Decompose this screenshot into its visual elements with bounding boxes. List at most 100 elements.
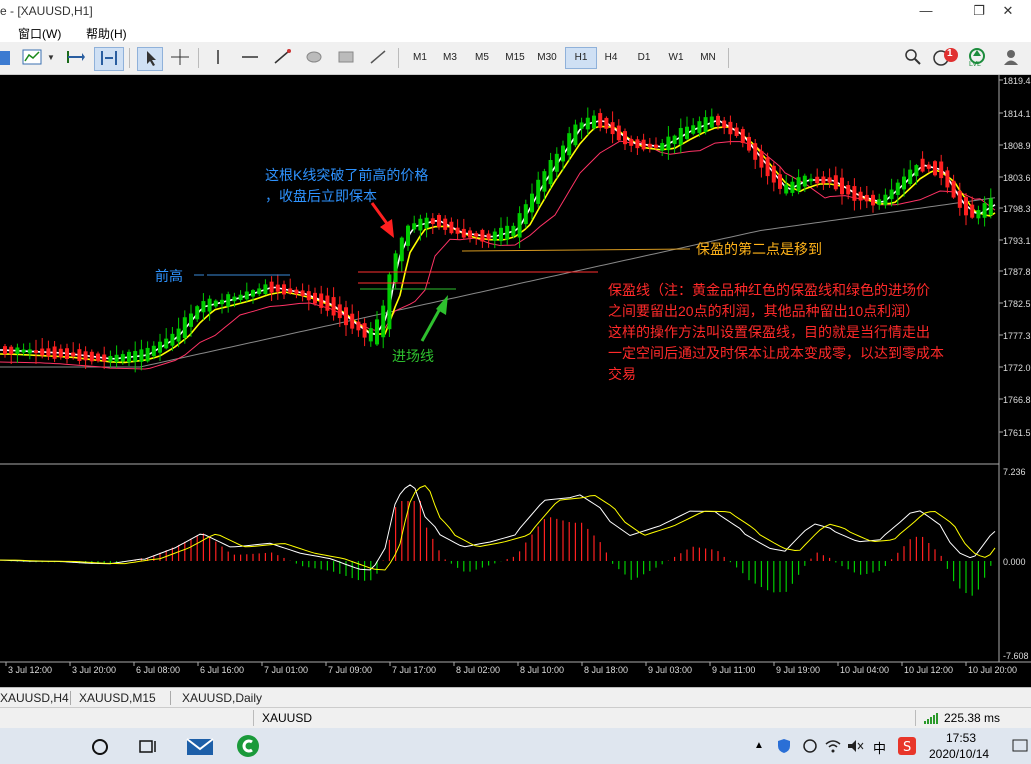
time-label: 6 Jul 16:00 (200, 665, 244, 675)
candle-body (623, 131, 627, 145)
shield-icon[interactable] (776, 738, 792, 759)
horizontal-line-icon[interactable] (238, 47, 262, 69)
annotation-explain-3: 这样的操作方法叫设置保盈线，目的就是当行情走出 (608, 324, 930, 340)
candle-body (604, 117, 609, 129)
user-icon[interactable] (1000, 47, 1022, 69)
timeframe-h4[interactable]: H4 (604, 52, 618, 63)
annotation-breakout-2: ，收盘后立即保本 (265, 188, 377, 204)
timeframe-m5[interactable]: M5 (475, 52, 489, 63)
crosshair-icon[interactable] (168, 47, 192, 69)
status-bar: XAUUSD 225.38 ms (0, 707, 1031, 729)
candle-body (257, 288, 262, 295)
chart-type-dropdown-icon[interactable]: ▼ (47, 53, 55, 62)
minimize-button[interactable]: — (919, 3, 933, 18)
sogou-icon[interactable]: S (898, 737, 916, 760)
candle-body (840, 177, 844, 195)
close-button[interactable]: ✕ (1002, 3, 1014, 18)
osc-label: -7.608 (1003, 651, 1029, 661)
draw-line-icon[interactable] (366, 47, 390, 69)
candle-body (790, 181, 795, 193)
task-view-icon[interactable] (138, 737, 158, 762)
price-chart[interactable]: 1819.41 1814.19 1808.97 1803.61 1798.39 1793.… (0, 75, 1031, 687)
candle-body (275, 284, 280, 292)
candle-body (579, 122, 584, 129)
candle-body (437, 215, 441, 228)
candle-body (592, 115, 596, 129)
window-title: e - [XAUUSD,H1] (0, 4, 93, 18)
chart-area[interactable]: 1819.41 1814.19 1808.97 1803.61 1798.39 1793.… (0, 75, 1031, 687)
candle-body (895, 182, 900, 195)
candle-body (697, 121, 702, 133)
breakout-arrowhead (380, 219, 394, 238)
search-circle-icon[interactable] (90, 737, 110, 762)
toolbar-edge-icon[interactable] (0, 51, 10, 65)
candle-body (821, 176, 826, 184)
candle-body (933, 161, 937, 176)
candle-body (133, 351, 138, 362)
level-icon[interactable]: LVL (965, 47, 989, 69)
wifi-icon[interactable] (824, 738, 842, 759)
chart-type-icon[interactable] (20, 47, 44, 69)
maximize-button[interactable]: ❐ (973, 3, 985, 18)
candle-body (492, 231, 497, 241)
notification-count: 1 (947, 48, 953, 59)
candle-body (654, 144, 658, 148)
autoscroll-icon[interactable] (63, 47, 87, 69)
candle-body (368, 328, 373, 342)
timeframe-m15[interactable]: M15 (505, 52, 525, 63)
vertical-line-icon[interactable] (206, 47, 230, 69)
candle-body (158, 341, 162, 353)
menu-help[interactable]: 帮助(H) (86, 27, 127, 41)
timeframe-m30[interactable]: M30 (537, 52, 557, 63)
tab-xauusd-daily[interactable]: XAUUSD,Daily (182, 691, 263, 705)
timeframe-w1[interactable]: W1 (668, 52, 684, 63)
timeframe-h1[interactable]: H1 (565, 47, 597, 69)
volume-muted-icon[interactable] (846, 738, 864, 759)
candle-body (871, 194, 875, 206)
timeframe-m1[interactable]: M1 (413, 52, 427, 63)
cursor-icon[interactable] (137, 47, 163, 71)
time-label: 7 Jul 17:00 (392, 665, 436, 675)
candle-body (976, 209, 981, 219)
annotation-explain-4: 一定空间后通过及时保本让成本变成零，以达到零成本 (608, 345, 944, 361)
price-label: 1819.41 (1003, 76, 1031, 86)
candle-body (771, 165, 776, 183)
candle-body (641, 139, 646, 150)
app-green-icon[interactable] (236, 734, 260, 763)
ime-indicator[interactable]: 中 (873, 741, 887, 756)
ma-long-line (0, 197, 996, 368)
candle-body (883, 194, 888, 206)
osc-signal-line (0, 485, 996, 571)
chart-tabs: XAUUSD,H4 XAUUSD,M15 XAUUSD,Daily (0, 687, 1031, 708)
time-label: 6 Jul 08:00 (136, 665, 180, 675)
ellipse-icon[interactable] (302, 47, 326, 69)
candle-body (753, 143, 758, 160)
candle-body (300, 290, 305, 297)
chart-shift-icon[interactable] (94, 47, 124, 71)
price-label: 1772.05 (1003, 363, 1031, 373)
candle-body (399, 237, 404, 262)
candle-body (666, 136, 671, 151)
menu-window[interactable]: 窗口(W) (18, 27, 62, 41)
tab-xauusd-h4[interactable]: XAUUSD,H4 (0, 691, 69, 705)
price-label: 1787.89 (1003, 267, 1031, 277)
candle-body (337, 304, 342, 319)
notifications-icon[interactable]: 1 (930, 47, 960, 69)
status-symbol: XAUUSD (262, 711, 313, 725)
search-icon[interactable] (902, 47, 924, 69)
price-label: 1782.57 (1003, 299, 1031, 309)
candle-body (263, 284, 268, 294)
rectangle-icon[interactable] (334, 47, 358, 69)
tab-xauusd-m15[interactable]: XAUUSD,M15 (79, 691, 156, 705)
cloud-icon[interactable] (801, 738, 819, 759)
candle-body (34, 350, 38, 354)
tray-up-icon[interactable]: ▲ (754, 740, 764, 751)
candle-body (889, 189, 894, 200)
trendline-icon[interactable] (270, 47, 294, 69)
timeframe-d1[interactable]: D1 (637, 52, 651, 63)
mail-icon[interactable] (186, 735, 214, 762)
candle-body (536, 179, 541, 204)
notification-center-icon[interactable] (1012, 738, 1028, 759)
timeframe-mn[interactable]: MN (700, 52, 716, 63)
timeframe-m3[interactable]: M3 (443, 52, 457, 63)
